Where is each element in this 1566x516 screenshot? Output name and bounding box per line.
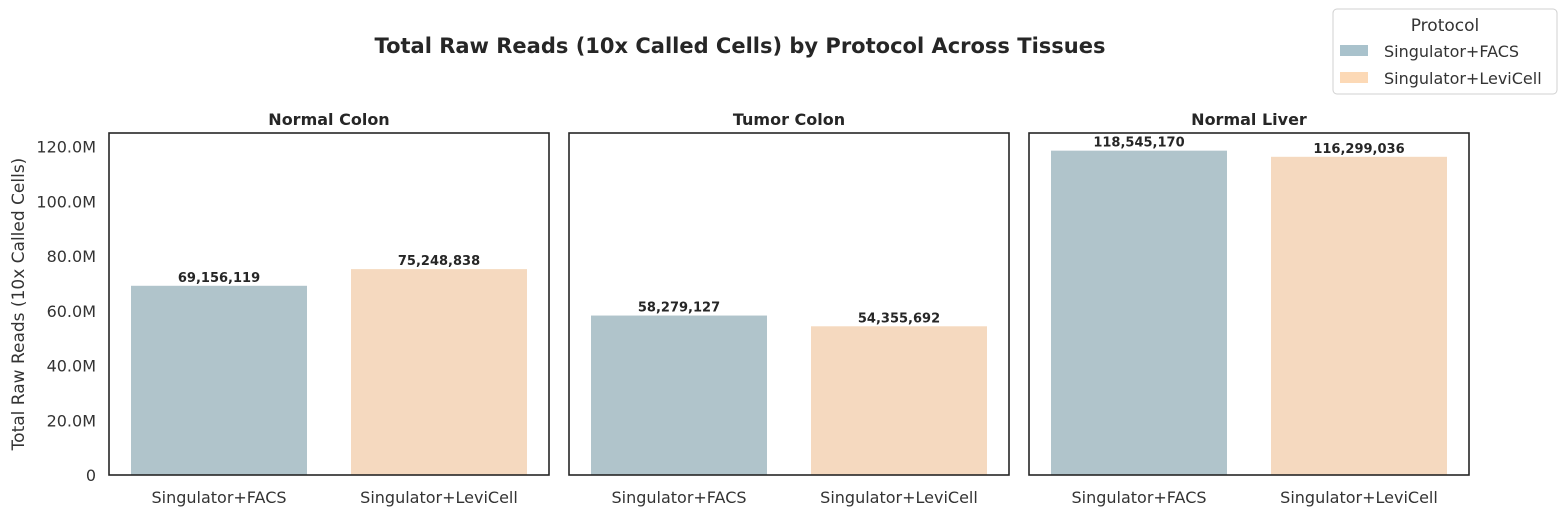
data-label-levicell: 75,248,838 [398,254,480,269]
legend-title: Protocol [1411,16,1480,36]
bar-facs [1051,151,1227,475]
data-label-facs: 58,279,127 [638,301,720,316]
bar-levicell [811,326,987,475]
bar-levicell [351,269,527,475]
x-tick-label-facs: Singulator+FACS [611,488,746,507]
y-tick-label: 40.0M [47,357,96,376]
bar-facs [591,316,767,475]
legend: Protocol Singulator+FACS Singulator+Levi… [1333,9,1557,94]
panel-3: 118,545,170 Singulator+FACS 116,299,036 Sin… [1029,110,1469,507]
legend-label-levicell: Singulator+LeviCell [1384,69,1542,88]
panel-title: Tumor Colon [733,110,845,129]
chart-title: Total Raw Reads (10x Called Cells) by Pr… [375,34,1106,58]
y-tick-label: 120.0M [36,138,96,157]
y-tick-label: 80.0M [47,247,96,266]
panel-2: 58,279,127 Singulator+FACS 54,355,692 Singu… [569,110,1009,507]
data-label-facs: 118,545,170 [1093,136,1184,151]
y-tick-label: 20.0M [47,411,96,430]
bar-facs [131,286,307,475]
x-tick-label-facs: Singulator+FACS [1071,488,1206,507]
y-tick-label: 60.0M [47,302,96,321]
bar-levicell [1271,157,1447,475]
panel-title: Normal Colon [268,110,389,129]
data-label-levicell: 54,355,692 [858,311,940,326]
y-tick-label: 0 [86,466,96,485]
x-tick-label-levicell: Singulator+LeviCell [1280,488,1438,507]
panel-1: 69,156,119 Singulator+FACS 75,248,838 Singu… [36,110,549,507]
x-tick-label-levicell: Singulator+LeviCell [820,488,978,507]
x-tick-label-levicell: Singulator+LeviCell [360,488,518,507]
legend-swatch-levicell [1340,72,1368,83]
panels: 69,156,119 Singulator+FACS 75,248,838 Singu… [36,110,1469,507]
x-tick-label-facs: Singulator+FACS [151,488,286,507]
legend-swatch-facs [1340,45,1368,56]
data-label-facs: 69,156,119 [178,271,260,286]
panel-title: Normal Liver [1191,110,1307,129]
data-label-levicell: 116,299,036 [1313,142,1404,157]
y-tick-label: 100.0M [36,192,96,211]
y-axis-label: Total Raw Reads (10x Called Cells) [9,158,29,452]
legend-label-facs: Singulator+FACS [1384,42,1519,61]
